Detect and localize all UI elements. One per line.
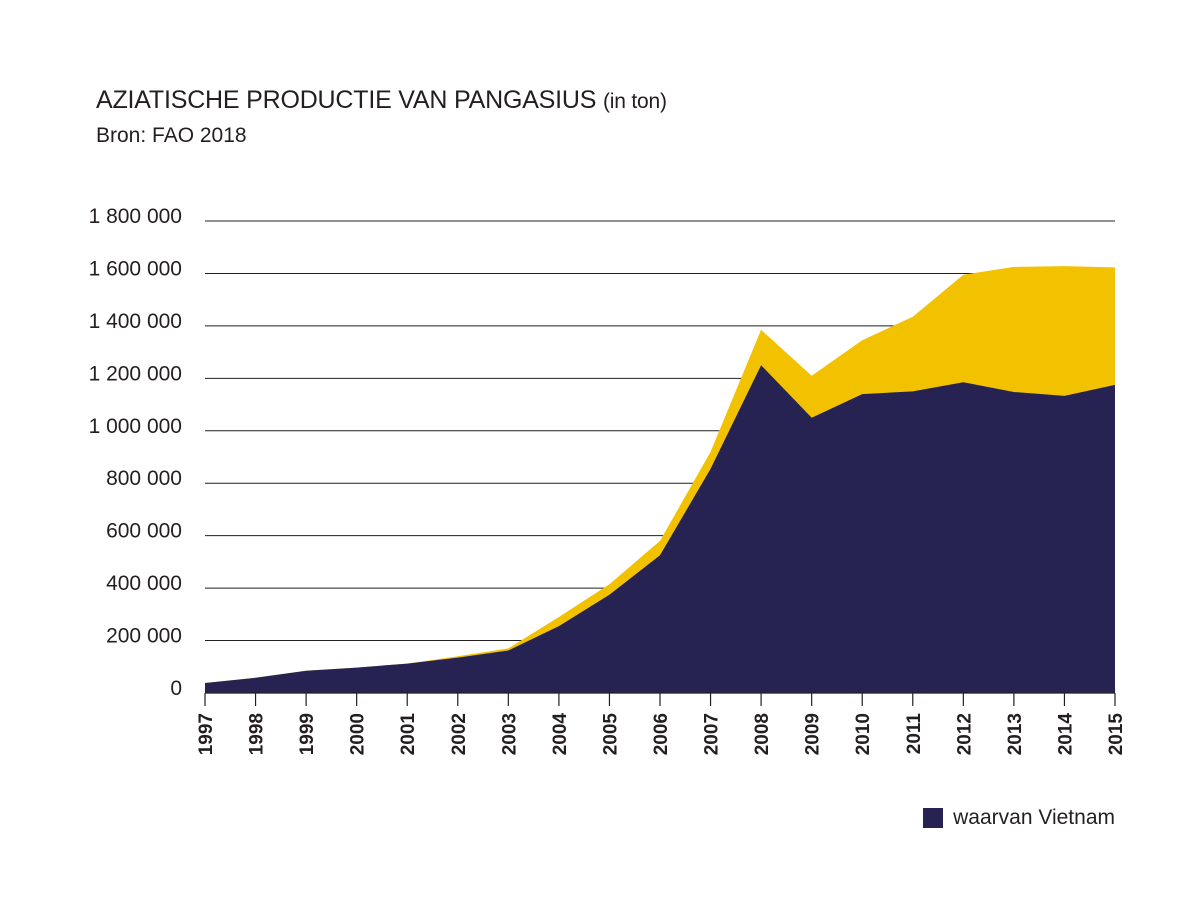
- x-tick-label: 2006: [651, 713, 672, 755]
- y-tick-label: 600 000: [106, 520, 182, 543]
- x-tick-label: 2011: [904, 713, 925, 755]
- y-tick-label: 0: [170, 677, 182, 700]
- legend-swatch: [923, 808, 944, 828]
- chart-areas: [205, 266, 1115, 693]
- x-tick-label: 1997: [196, 713, 217, 755]
- axes: 0 200 000 400 000 600 000 800 000 1 000 000 1 …: [89, 205, 1127, 755]
- vietnam-area: [205, 365, 1115, 693]
- chart-title-unit: (in ton): [602, 90, 667, 113]
- legend-label: waarvan Vietnam: [953, 806, 1115, 829]
- y-tick-label: 1 800 000: [89, 205, 182, 228]
- y-tick-label: 1 600 000: [89, 257, 182, 280]
- chart-title: AZIATISCHE PRODUCTIE VAN PANGASIUS (in t…: [96, 86, 667, 115]
- x-tick-label: 2004: [550, 713, 571, 756]
- x-tick-label: 2009: [803, 713, 824, 755]
- chart-title-text: AZIATISCHE PRODUCTIE VAN PANGASIUS: [96, 86, 597, 114]
- x-tick-label: 2005: [600, 713, 621, 756]
- y-tick-label: 1 200 000: [89, 362, 182, 385]
- x-tick-label: 2000: [348, 713, 369, 755]
- chart-subtitle: Bron: FAO 2018: [96, 124, 247, 147]
- x-tick-label: 2014: [1055, 713, 1076, 756]
- y-tick-label: 800 000: [106, 467, 182, 490]
- x-tick-label: 2008: [752, 713, 773, 755]
- y-tick-label: 1 400 000: [89, 310, 182, 333]
- x-tick-label: 2010: [853, 713, 874, 755]
- y-tick-label: 1 000 000: [89, 415, 182, 438]
- x-tick-label: 2003: [499, 713, 520, 755]
- y-tick-label: 200 000: [106, 625, 182, 648]
- x-tick-label: 2015: [1106, 713, 1127, 756]
- x-tick-label: 1998: [247, 713, 268, 755]
- x-tick-label: 2001: [398, 713, 419, 756]
- x-tick-label: 2002: [449, 713, 470, 755]
- legend: waarvan Vietnam: [923, 806, 1115, 830]
- x-tick-label: 2007: [702, 713, 723, 755]
- x-tick-label: 1999: [297, 713, 318, 755]
- x-tick-label: 2012: [954, 713, 975, 755]
- y-tick-label: 400 000: [106, 572, 182, 595]
- x-tick-label: 2013: [1005, 713, 1026, 755]
